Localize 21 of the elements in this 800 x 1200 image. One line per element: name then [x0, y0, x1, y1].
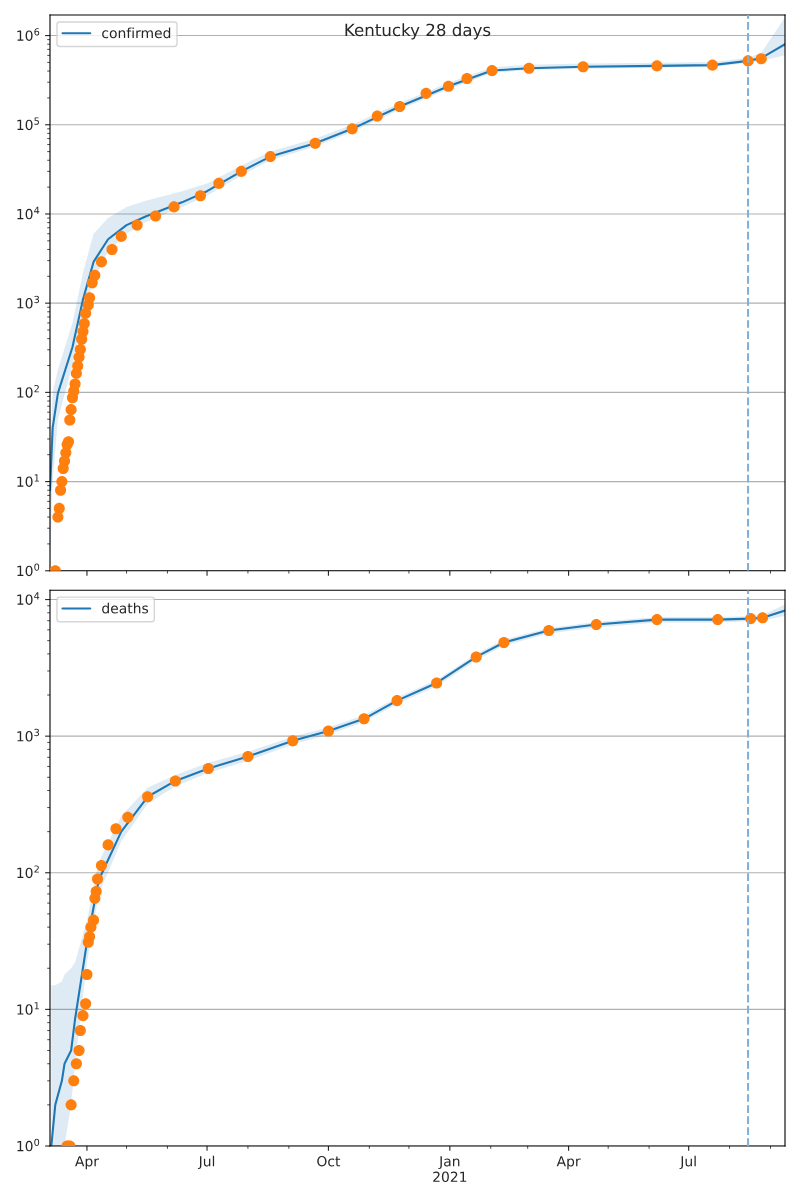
x-tick-label: Jul: [197, 1155, 215, 1170]
y-tick-label: 10$^{2}$: [17, 385, 39, 398]
chart-title: Kentucky 28 days: [345, 23, 491, 40]
legend-label: confirmed: [102, 27, 171, 39]
y-tick-label: 10$^{5}$: [17, 117, 39, 131]
x-tick-label: Jan 2021: [433, 1156, 467, 1183]
y-tick-label: 10$^{1}$: [17, 474, 39, 487]
x-tick-label: Oct: [317, 1155, 341, 1167]
y-tick-label: 10$^{3}$: [17, 295, 40, 309]
y-tick-label: 10$^{2}$: [17, 865, 39, 879]
y-tick-label: 10$^{4}$: [17, 592, 40, 605]
x-tick-label: Jul: [679, 1155, 696, 1170]
x-tick-label: Apr: [556, 1156, 581, 1170]
y-tick-label: 10$^{4}$: [17, 206, 40, 220]
y-tick-label: 10$^{6}$: [17, 28, 40, 41]
y-tick-label: 10$^{0}$: [17, 1138, 40, 1152]
x-tick-label: Apr: [75, 1156, 99, 1170]
y-tick-label: 10$^{3}$: [17, 728, 40, 742]
y-tick-label: 10$^{0}$: [17, 563, 40, 577]
y-tick-label: 10$^{1}$: [17, 1002, 39, 1015]
legend-label: deaths: [102, 602, 149, 614]
